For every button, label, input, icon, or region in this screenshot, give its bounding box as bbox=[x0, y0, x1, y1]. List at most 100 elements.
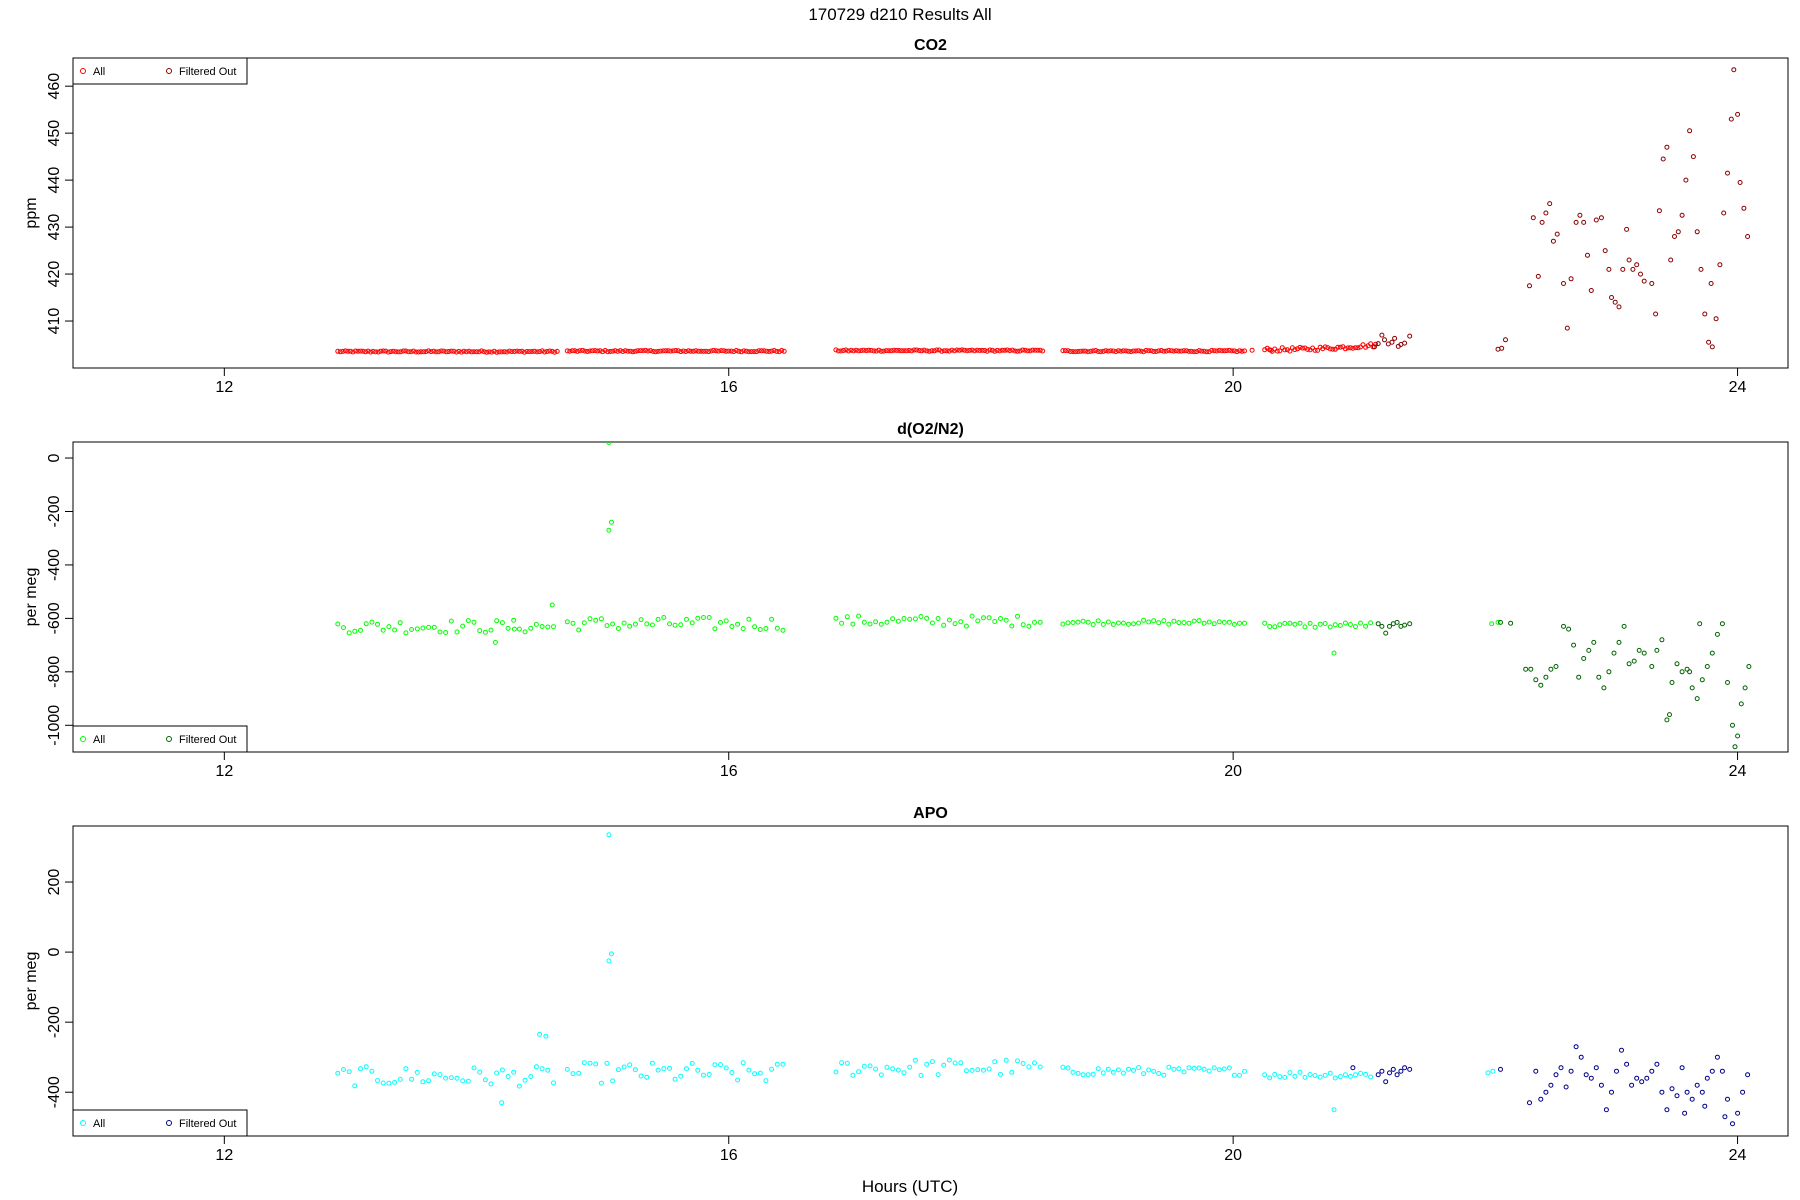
data-point bbox=[738, 349, 744, 355]
data-point bbox=[587, 1060, 593, 1066]
data-point bbox=[576, 1070, 582, 1076]
data-point bbox=[670, 348, 676, 354]
data-point bbox=[360, 348, 366, 354]
data-point bbox=[448, 348, 454, 354]
data-point bbox=[448, 618, 454, 624]
data-point bbox=[1548, 1082, 1554, 1088]
data-point bbox=[1382, 337, 1387, 343]
data-point bbox=[368, 349, 374, 355]
data-point bbox=[1128, 349, 1134, 355]
data-point bbox=[1363, 1071, 1369, 1077]
data-point bbox=[876, 347, 882, 353]
data-point bbox=[461, 348, 467, 354]
data-point bbox=[547, 348, 553, 354]
data-point bbox=[1307, 1072, 1313, 1077]
data-point bbox=[1032, 347, 1038, 353]
data-point bbox=[911, 347, 917, 353]
data-point bbox=[476, 349, 482, 355]
data-point bbox=[1095, 349, 1101, 354]
data-point bbox=[1332, 1075, 1338, 1081]
data-point bbox=[1211, 1065, 1217, 1071]
data-point bbox=[1583, 1072, 1589, 1078]
data-point bbox=[1191, 618, 1197, 624]
data-point bbox=[511, 349, 517, 354]
data-point bbox=[756, 348, 762, 354]
data-point bbox=[735, 1077, 741, 1083]
data-point bbox=[551, 1080, 556, 1086]
data-point bbox=[1353, 345, 1358, 351]
data-point bbox=[974, 347, 980, 353]
data-point bbox=[408, 349, 414, 355]
data-point bbox=[431, 624, 437, 630]
data-point bbox=[499, 1100, 505, 1106]
data-point bbox=[1004, 347, 1010, 353]
data-point bbox=[728, 348, 734, 354]
data-point bbox=[1624, 226, 1630, 232]
data-point bbox=[638, 348, 643, 354]
legend: All Filtered Out bbox=[72, 57, 248, 85]
data-point bbox=[454, 629, 460, 635]
data-point bbox=[1151, 349, 1157, 354]
legend-label: Filtered Out bbox=[179, 734, 236, 746]
data-point bbox=[1277, 1074, 1283, 1080]
data-point bbox=[451, 348, 457, 354]
data-point bbox=[1602, 248, 1608, 254]
data-point bbox=[853, 347, 859, 353]
data-point bbox=[701, 348, 706, 354]
data-point bbox=[1126, 1066, 1131, 1072]
data-point bbox=[621, 620, 627, 626]
x-tick-label: 24 bbox=[1729, 1147, 1747, 1164]
data-point bbox=[1317, 621, 1323, 627]
data-point bbox=[1219, 348, 1225, 354]
data-point bbox=[878, 621, 884, 627]
data-point bbox=[763, 626, 769, 631]
y-tick-label: -200 bbox=[46, 495, 63, 527]
data-point bbox=[1667, 712, 1672, 718]
data-point bbox=[482, 1077, 488, 1083]
data-point bbox=[1131, 621, 1136, 627]
data-point bbox=[683, 349, 689, 354]
data-point bbox=[1543, 1089, 1549, 1095]
data-point bbox=[1037, 347, 1043, 353]
data-point bbox=[1577, 212, 1583, 218]
data-point bbox=[1698, 266, 1704, 272]
data-point bbox=[355, 348, 361, 354]
data-point bbox=[888, 348, 894, 354]
data-point bbox=[994, 347, 1000, 353]
data-point bbox=[1239, 348, 1245, 354]
legend: All Filtered Out bbox=[72, 1109, 248, 1137]
x-tick-label: 24 bbox=[1729, 379, 1747, 396]
data-point bbox=[941, 622, 947, 628]
data-point bbox=[964, 348, 970, 354]
data-point bbox=[474, 349, 479, 355]
data-point bbox=[1204, 349, 1210, 355]
data-point bbox=[625, 348, 631, 354]
data-point bbox=[1035, 347, 1041, 353]
data-point bbox=[378, 348, 384, 354]
data-point bbox=[1211, 348, 1217, 354]
data-point bbox=[667, 621, 672, 627]
data-point bbox=[426, 624, 432, 630]
data-point bbox=[1631, 658, 1637, 664]
data-point bbox=[1390, 1066, 1396, 1072]
data-point bbox=[678, 622, 684, 628]
data-point bbox=[1568, 1068, 1574, 1074]
data-point bbox=[1103, 348, 1109, 354]
y-tick-label: -400 bbox=[46, 549, 63, 581]
data-point bbox=[1171, 1066, 1177, 1072]
data-point bbox=[416, 349, 421, 355]
data-point bbox=[1659, 637, 1665, 643]
data-point bbox=[1581, 656, 1587, 661]
data-point bbox=[1735, 1110, 1741, 1116]
legend-box bbox=[72, 725, 248, 753]
data-point bbox=[1226, 1065, 1232, 1071]
data-point bbox=[1274, 348, 1280, 354]
data-point bbox=[752, 1071, 758, 1077]
data-point bbox=[754, 349, 759, 355]
data-point bbox=[426, 1078, 432, 1084]
x-tick-label: 20 bbox=[1224, 1147, 1242, 1164]
data-point bbox=[1095, 1066, 1101, 1072]
data-point bbox=[609, 519, 614, 525]
data-point bbox=[660, 348, 666, 354]
data-point bbox=[539, 1066, 545, 1072]
